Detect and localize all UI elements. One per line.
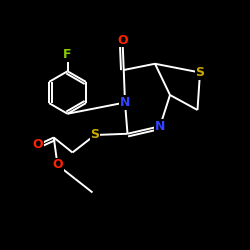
Text: F: F <box>63 48 72 62</box>
Text: N: N <box>155 120 165 133</box>
Text: S: S <box>196 66 204 79</box>
Text: O: O <box>52 158 63 172</box>
Text: O: O <box>117 34 128 46</box>
Text: O: O <box>32 138 43 151</box>
Text: S: S <box>90 128 100 141</box>
Text: N: N <box>120 96 130 109</box>
